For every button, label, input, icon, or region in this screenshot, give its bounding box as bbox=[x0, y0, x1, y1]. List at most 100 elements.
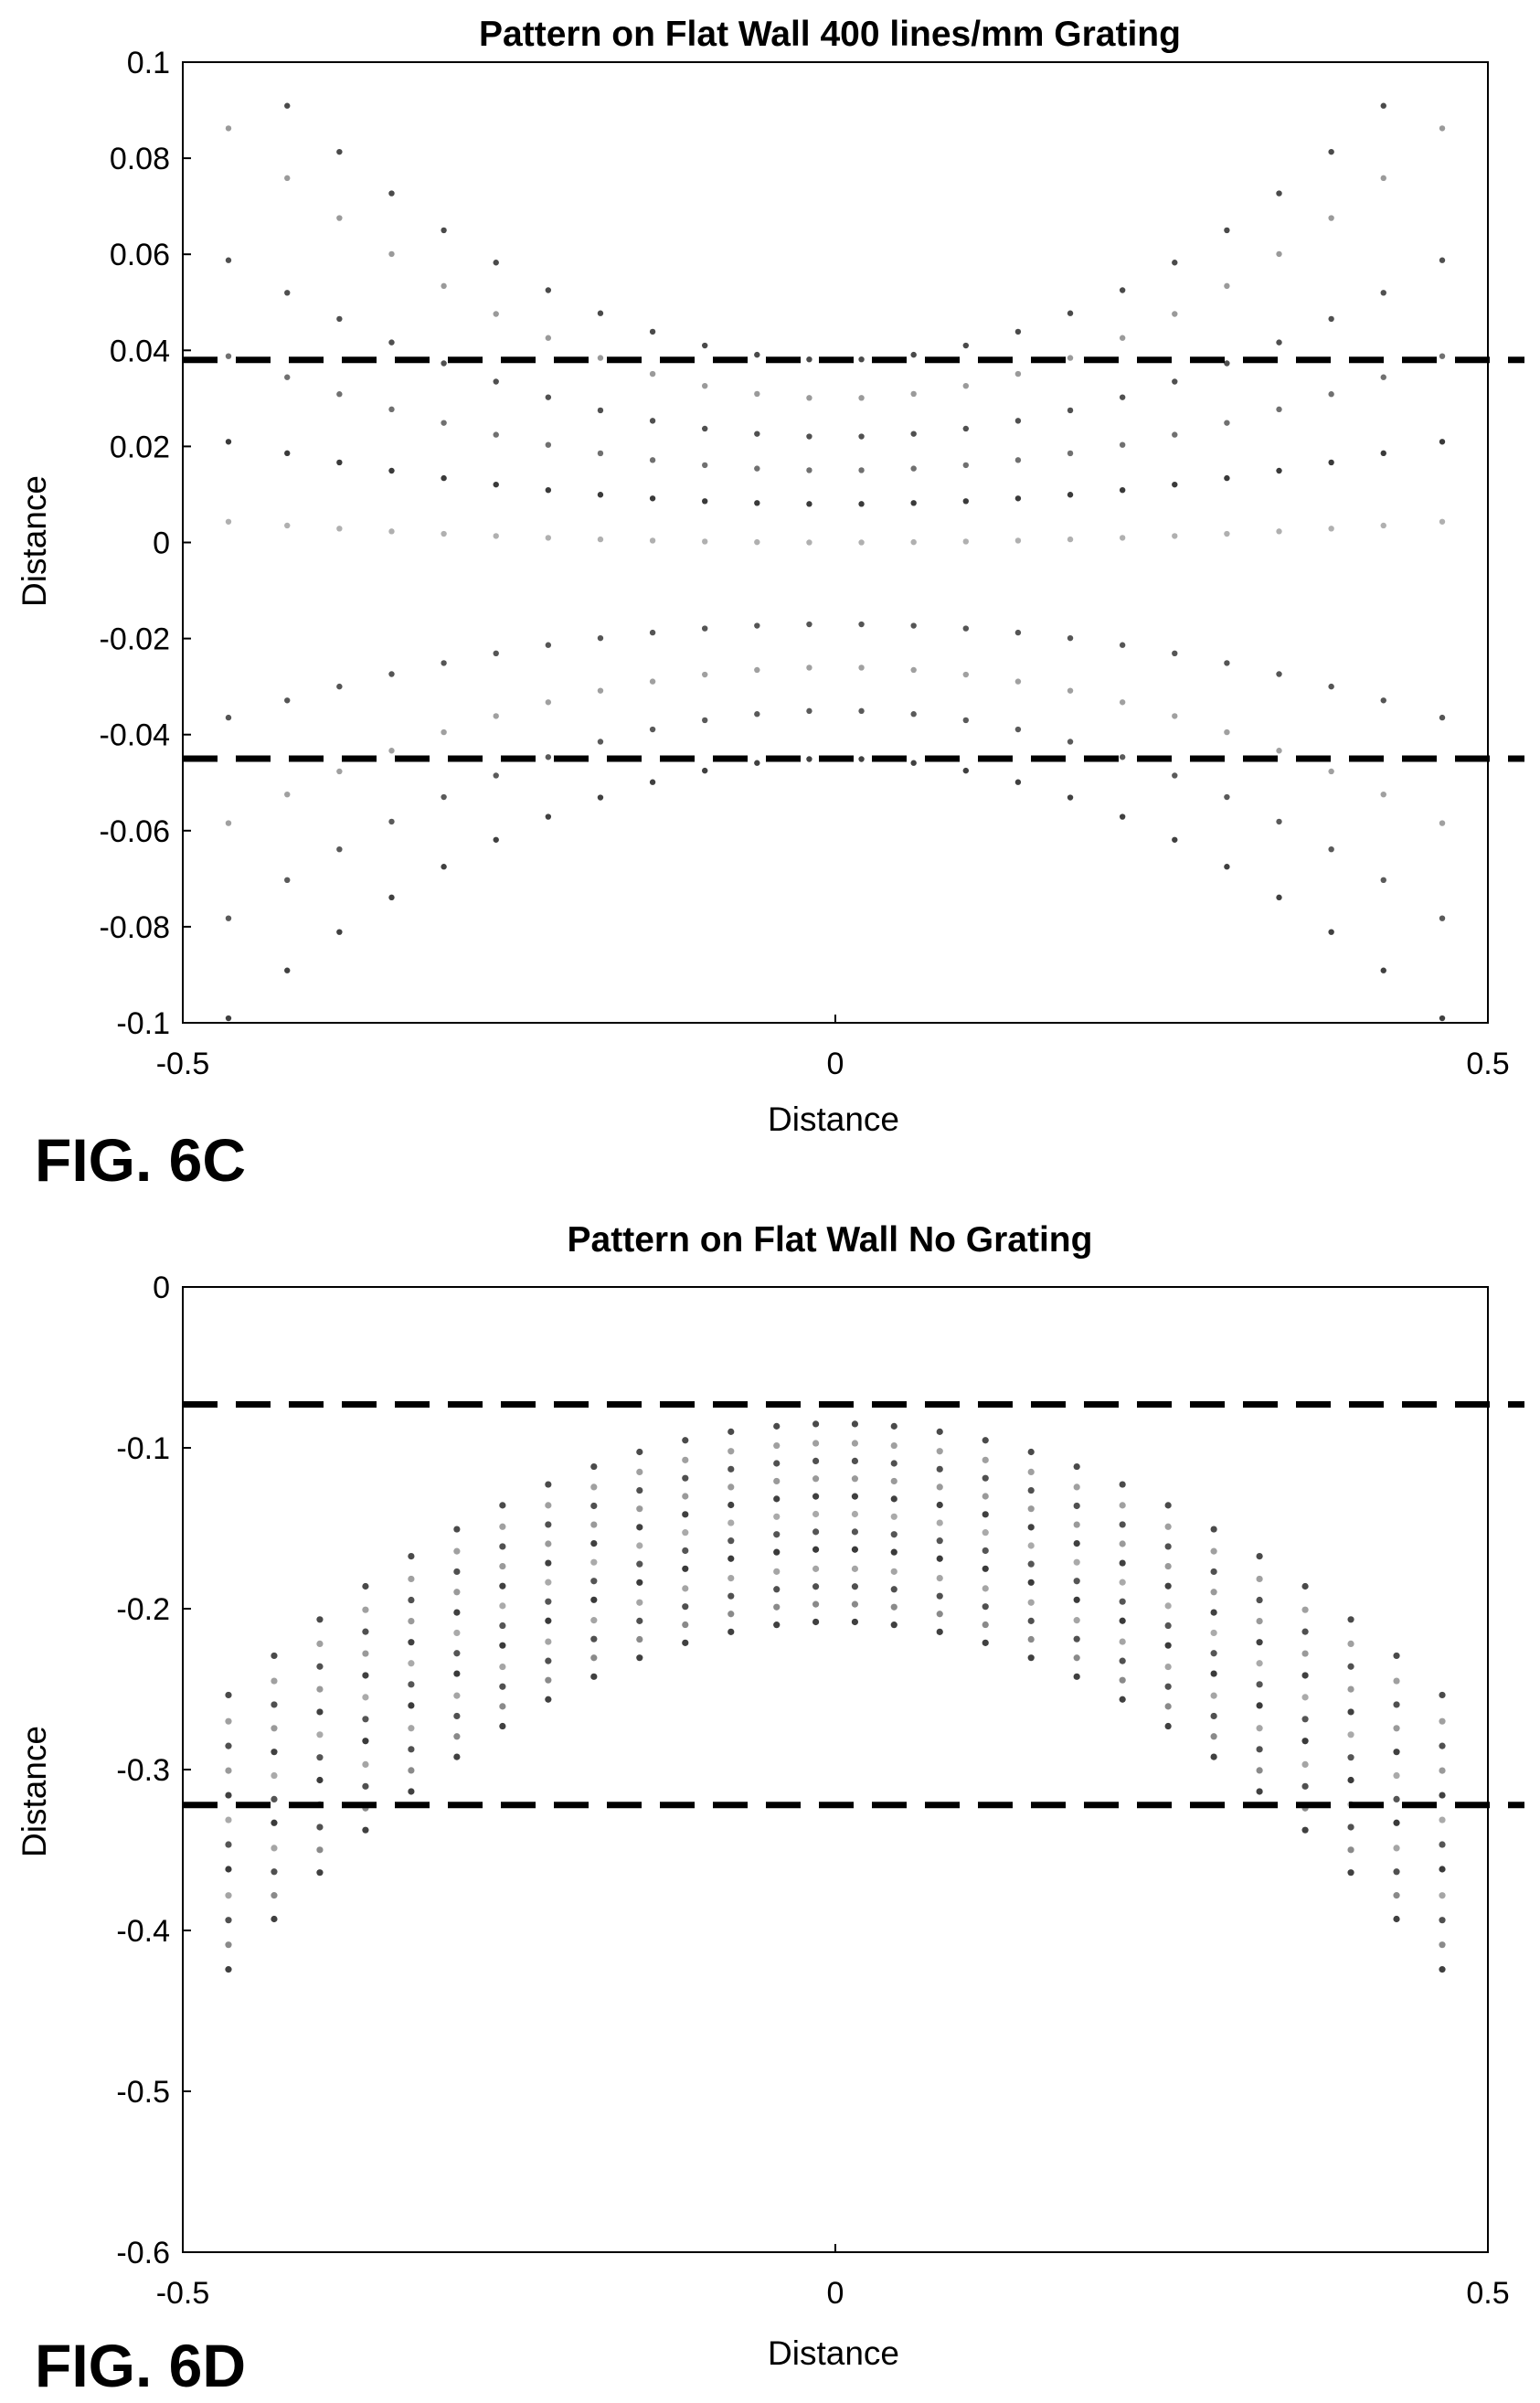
data-point bbox=[1210, 1753, 1217, 1760]
data-point bbox=[754, 500, 760, 506]
data-point bbox=[271, 1677, 278, 1685]
data-point bbox=[441, 793, 447, 801]
data-point bbox=[890, 1531, 897, 1538]
data-point bbox=[754, 711, 760, 718]
y-tick-label: 0.02 bbox=[110, 430, 170, 464]
data-point bbox=[1380, 967, 1386, 973]
data-point bbox=[1347, 1640, 1354, 1648]
data-point bbox=[982, 1511, 989, 1518]
data-point bbox=[1119, 335, 1126, 341]
data-point bbox=[1119, 394, 1126, 400]
data-point bbox=[1301, 1628, 1309, 1635]
data-point bbox=[225, 1767, 232, 1774]
data-point bbox=[1439, 439, 1446, 445]
data-point bbox=[1439, 1841, 1446, 1848]
data-point bbox=[890, 1441, 897, 1450]
x-tick-label: -0.5 bbox=[156, 1047, 210, 1081]
data-point bbox=[649, 779, 656, 785]
data-point bbox=[1439, 1892, 1446, 1899]
data-point bbox=[702, 671, 708, 678]
data-point bbox=[1224, 420, 1230, 426]
data-point bbox=[453, 1568, 461, 1576]
data-point bbox=[1119, 1617, 1126, 1624]
data-point bbox=[890, 1422, 897, 1430]
data-point bbox=[1301, 1716, 1309, 1723]
data-point bbox=[754, 465, 760, 472]
data-point bbox=[682, 1621, 689, 1629]
data-point bbox=[1119, 813, 1126, 820]
data-point bbox=[1073, 1654, 1080, 1662]
data-point bbox=[1164, 1502, 1172, 1509]
data-point bbox=[597, 492, 604, 498]
data-point bbox=[1393, 1701, 1400, 1708]
data-point bbox=[851, 1528, 859, 1536]
data-point bbox=[1439, 820, 1446, 826]
data-point bbox=[702, 382, 708, 389]
data-point bbox=[806, 433, 812, 440]
data-point bbox=[597, 407, 604, 414]
data-point bbox=[1276, 406, 1282, 413]
data-point bbox=[1164, 1543, 1172, 1550]
data-point bbox=[649, 418, 656, 424]
x-ticks: -0.5 0 0.5 bbox=[156, 1015, 1510, 1081]
data-point bbox=[408, 1575, 415, 1583]
y-tick-label: -0.1 bbox=[116, 1431, 170, 1466]
data-point bbox=[1224, 728, 1230, 736]
data-point bbox=[936, 1501, 943, 1509]
data-point bbox=[851, 1493, 859, 1500]
data-point bbox=[362, 1606, 369, 1613]
data-point bbox=[1393, 1652, 1400, 1660]
data-point bbox=[910, 500, 917, 506]
plot-area bbox=[182, 1286, 1489, 2253]
data-point bbox=[362, 1650, 369, 1657]
data-point bbox=[1164, 1683, 1172, 1690]
data-point bbox=[649, 457, 656, 463]
x-tick-label: 0.5 bbox=[1466, 2276, 1509, 2311]
data-point bbox=[1164, 1703, 1172, 1710]
data-point bbox=[493, 431, 499, 438]
data-point bbox=[362, 1716, 369, 1723]
data-point bbox=[910, 465, 917, 472]
data-point bbox=[1347, 1663, 1354, 1670]
data-point bbox=[1014, 495, 1022, 502]
data-point bbox=[1439, 1015, 1446, 1022]
data-point bbox=[754, 760, 760, 766]
data-point bbox=[271, 1915, 278, 1923]
data-point bbox=[728, 1519, 735, 1526]
data-point bbox=[499, 1523, 506, 1530]
plot-area bbox=[182, 61, 1489, 1024]
data-point bbox=[812, 1475, 820, 1483]
data-point bbox=[1224, 864, 1230, 870]
data-point bbox=[1210, 1547, 1217, 1555]
data-point bbox=[1172, 378, 1178, 385]
data-point bbox=[1172, 836, 1178, 843]
data-point bbox=[806, 621, 812, 628]
data-point bbox=[408, 1788, 415, 1795]
data-point bbox=[806, 707, 812, 715]
data-point bbox=[1119, 1638, 1126, 1645]
data-point bbox=[851, 1583, 859, 1590]
data-point bbox=[982, 1529, 989, 1536]
data-point bbox=[453, 1692, 461, 1699]
y-axis-label: Distance bbox=[16, 1726, 53, 1857]
data-point bbox=[545, 1502, 552, 1509]
data-point bbox=[812, 1510, 820, 1518]
data-point bbox=[910, 538, 917, 546]
data-point bbox=[982, 1437, 989, 1444]
data-point bbox=[271, 1845, 278, 1852]
data-point bbox=[545, 486, 552, 494]
data-point bbox=[545, 642, 552, 648]
data-point bbox=[982, 1621, 989, 1629]
data-point bbox=[910, 760, 917, 766]
data-point bbox=[1067, 355, 1074, 361]
data-point bbox=[649, 678, 656, 685]
data-point bbox=[812, 1618, 820, 1626]
data-point bbox=[1380, 290, 1386, 296]
data-point bbox=[649, 726, 656, 733]
data-point bbox=[812, 1440, 820, 1447]
data-point bbox=[499, 1642, 506, 1649]
data-point bbox=[773, 1513, 781, 1520]
data-point bbox=[851, 1546, 859, 1553]
data-point bbox=[493, 713, 499, 719]
data-point bbox=[336, 148, 343, 155]
